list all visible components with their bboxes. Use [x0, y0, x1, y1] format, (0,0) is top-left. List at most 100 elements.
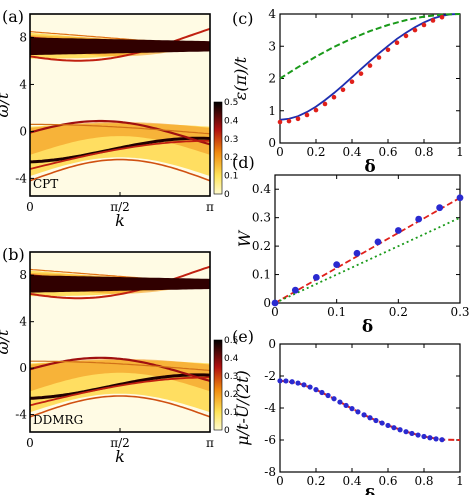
x-tick-label: 0 [276, 145, 284, 159]
data-point [394, 227, 402, 234]
data-point [325, 392, 331, 399]
x-axis-label: k [115, 211, 125, 230]
method-label: CPT [33, 177, 58, 191]
data-point [313, 387, 319, 393]
data-point [385, 47, 391, 53]
panel-label: (d) [232, 153, 255, 172]
data-point [322, 101, 328, 107]
data-point [430, 18, 436, 23]
data-point [271, 299, 279, 307]
x-tick-label: 0 [276, 474, 284, 488]
upper-branch-2 [30, 27, 210, 62]
y-tick-label: 0 [263, 296, 271, 310]
y-tick-label: 1 [268, 104, 276, 118]
data-point [367, 415, 373, 421]
y-tick-label: 8 [19, 268, 27, 282]
data-point [403, 33, 409, 39]
colorbar-tick-label: 0.3 [224, 135, 238, 145]
x-tick-label: 0.2 [306, 145, 325, 159]
x-tick-label: 1 [456, 145, 464, 159]
y-tick-label: 0 [268, 337, 276, 351]
x-axis-label: k [115, 447, 125, 466]
y-tick-label: 0.1 [252, 268, 271, 282]
method-label: DDMRG [33, 413, 83, 427]
colorbar-tick-label: 0 [224, 426, 230, 436]
colorbar-tick-label: 0.5 [224, 336, 238, 346]
plot-frame [279, 13, 461, 144]
plot-frame [279, 343, 461, 473]
data-point [333, 261, 341, 268]
y-tick-label: 4 [19, 315, 27, 329]
data-point [353, 249, 361, 257]
x-tick-label: 0 [26, 200, 34, 214]
data-point [412, 27, 418, 33]
data-point [291, 286, 299, 294]
colorbar-tick-label: 0 [224, 190, 230, 200]
data-point [313, 107, 319, 113]
data-point [456, 194, 464, 202]
y-axis-label: ε(π)/t [231, 56, 250, 100]
spectral-bands [30, 265, 210, 418]
data-point [427, 435, 433, 441]
upper-dark [30, 37, 210, 56]
data-point [331, 94, 337, 100]
data-point [331, 396, 337, 402]
data-point [439, 14, 445, 20]
data-point [358, 71, 364, 76]
x-tick-label: 0.4 [342, 474, 361, 488]
spectral-bands [30, 27, 210, 182]
panel-c-energy-plot: 0 0.2 0.4 0.6 0.8 1 0 1 2 3 4 δ ε(π)/t (c) [231, 7, 464, 177]
series-line-1 [274, 216, 461, 304]
panel-label: (c) [232, 9, 253, 28]
colorbar-tick-label: 0.3 [224, 372, 238, 382]
plot-frame [274, 174, 461, 304]
x-tick-label: 0 [26, 436, 34, 450]
lower-branch-3 [30, 395, 210, 418]
x-tick-label: 0.8 [414, 474, 433, 488]
data-point [391, 425, 397, 431]
data-point [286, 118, 292, 124]
x-tick-label: 0.3 [450, 305, 469, 319]
y-tick-label: 0.4 [252, 182, 271, 196]
colorbar-tick-label: 0.2 [224, 153, 238, 163]
x-tick-label: 0.6 [378, 145, 397, 159]
x-tick-label: 0.2 [389, 305, 408, 319]
colorbar-tick-label: 0.2 [224, 390, 238, 400]
lower-branch-dark [30, 373, 210, 400]
data-point [277, 119, 283, 125]
colorbar [213, 339, 223, 431]
panel-b-spectral-heatmap: -4 0 4 8 0 π/2 π k ω/t (b) DDMRG 0 0.1 0.2 0.3 0.4 0.5 [0, 245, 239, 466]
data-point [301, 382, 307, 388]
data-point [295, 116, 301, 122]
x-tick-label: 0.2 [306, 474, 325, 488]
y-axis-label: ω/t [0, 92, 12, 117]
panel-d-width-plot: 0 0.1 0.2 0.3 0 0.1 0.2 0.3 0.4 δ W (d) [232, 153, 469, 337]
data-point [403, 429, 409, 435]
data-point [379, 420, 385, 426]
y-tick-label: -4 [15, 408, 27, 422]
data-point [312, 274, 320, 281]
y-tick-label: 4 [268, 7, 276, 21]
y-tick-label: -2 [264, 369, 276, 383]
data-point [304, 112, 310, 118]
data-point [277, 378, 283, 384]
lower-branch-4 [30, 123, 210, 135]
data-point [421, 22, 427, 28]
x-tick-label: 0.8 [414, 145, 433, 159]
data-point [283, 378, 289, 384]
data-point [349, 406, 355, 412]
y-tick-label: 2 [268, 72, 276, 86]
data-point [415, 215, 423, 223]
upper-branch-2 [30, 265, 210, 300]
x-axis-label: δ [364, 157, 375, 177]
data-point [385, 422, 391, 429]
colorbar-tick-label: 0.1 [224, 408, 238, 418]
x-tick-label: 0.4 [342, 145, 361, 159]
y-tick-label: -6 [264, 433, 276, 447]
y-tick-label: 0 [19, 124, 27, 138]
y-tick-label: 0.3 [252, 211, 271, 225]
data-point [433, 436, 439, 442]
panel-label: (a) [2, 7, 24, 26]
data-point [415, 432, 421, 438]
